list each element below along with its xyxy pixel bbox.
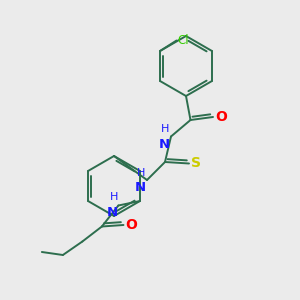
Text: O: O — [215, 110, 227, 124]
Text: N: N — [134, 182, 146, 194]
Text: H: H — [137, 168, 146, 178]
Text: Cl: Cl — [177, 34, 189, 47]
Text: H: H — [110, 193, 118, 202]
Text: S: S — [191, 157, 201, 170]
Text: O: O — [125, 218, 137, 232]
Text: N: N — [158, 138, 169, 151]
Text: H: H — [161, 124, 170, 134]
Text: N: N — [107, 206, 118, 218]
